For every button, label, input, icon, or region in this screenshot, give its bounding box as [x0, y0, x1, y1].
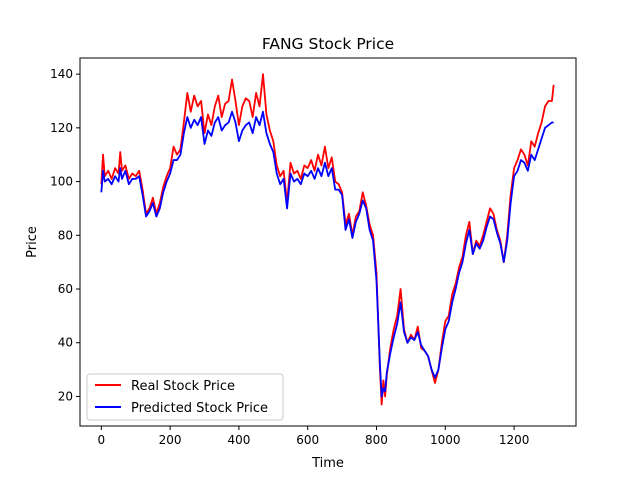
- y-tick-label: 60: [58, 282, 73, 296]
- legend-label-predicted: Predicted Stock Price: [131, 401, 268, 416]
- x-axis: 0 200 400 600 800 1000 1200: [98, 426, 530, 447]
- series-layer: [100, 73, 555, 406]
- x-tick-label: 1000: [430, 433, 461, 447]
- x-tick-label: 400: [227, 433, 250, 447]
- legend: Real Stock Price Predicted Stock Price: [86, 373, 284, 421]
- plot-frame: [79, 57, 577, 427]
- legend-box: [86, 373, 284, 421]
- x-tick-label: 200: [159, 433, 182, 447]
- legend-label-real: Real Stock Price: [131, 379, 235, 394]
- y-tick-label: 20: [58, 389, 73, 403]
- x-axis-label: Time: [311, 456, 344, 471]
- y-tick-label: 100: [50, 175, 73, 189]
- x-tick-label: 800: [365, 433, 388, 447]
- y-tick-label: 40: [58, 336, 73, 350]
- x-tick-label: 1200: [499, 433, 530, 447]
- y-axis-label: Price: [25, 226, 40, 258]
- y-tick-label: 120: [50, 121, 73, 135]
- y-tick-label: 140: [50, 67, 73, 81]
- y-axis: 20 40 60 80 100 120 140: [50, 67, 80, 403]
- series-line-real: [100, 73, 555, 406]
- series-line-predicted: [100, 110, 554, 398]
- y-tick-label: 80: [58, 228, 73, 242]
- x-tick-label: 600: [296, 433, 319, 447]
- chart-title: FANG Stock Price: [262, 35, 394, 53]
- x-tick-label: 0: [98, 433, 106, 447]
